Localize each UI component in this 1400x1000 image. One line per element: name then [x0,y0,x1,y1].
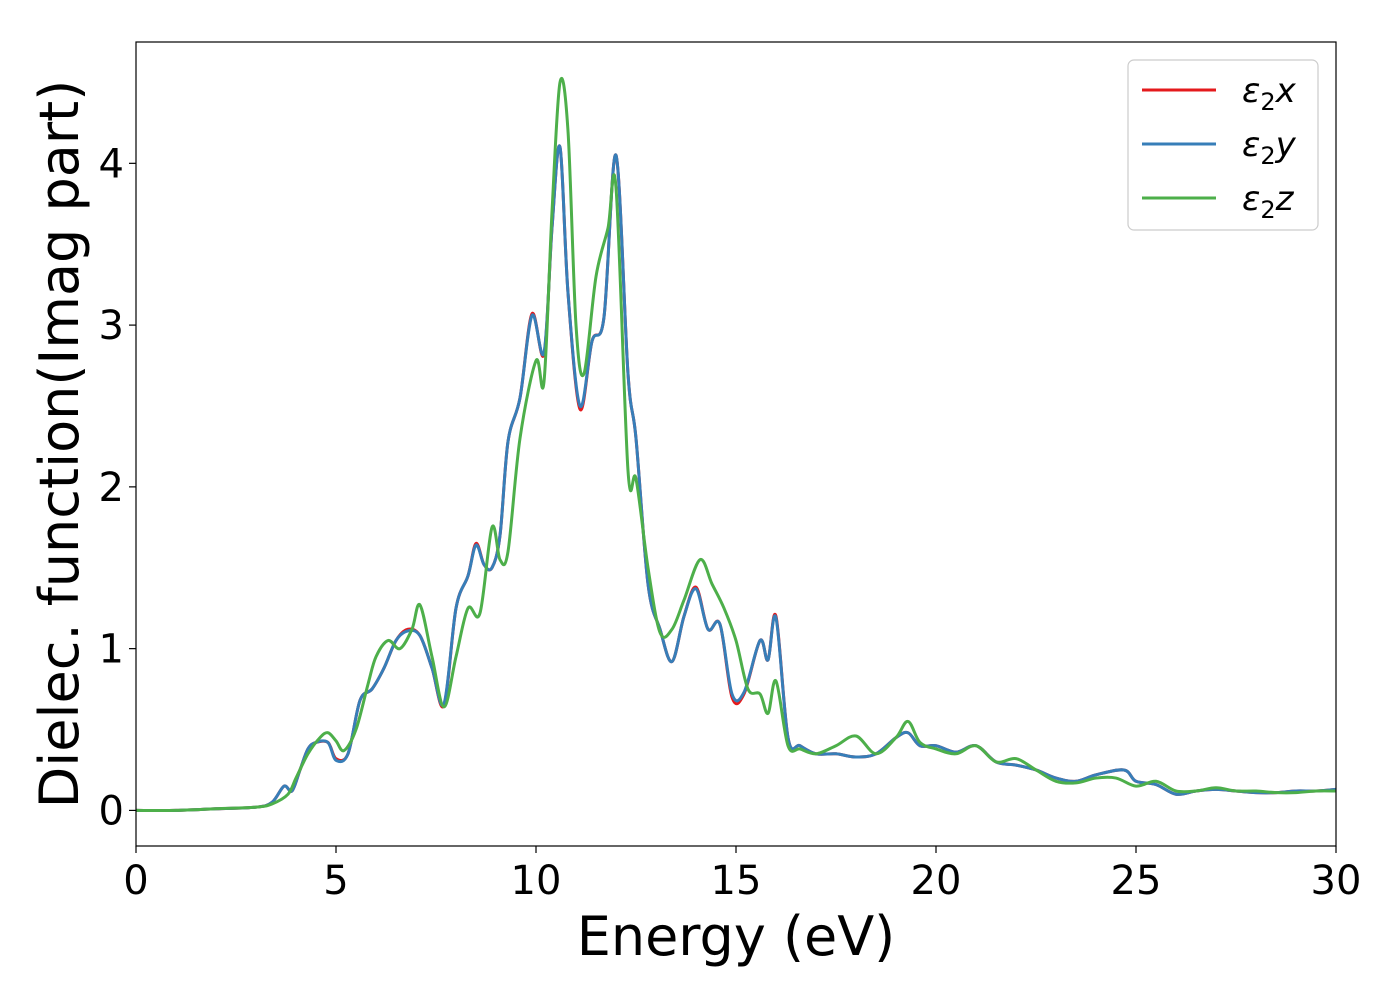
legend-label-z: ε2z [1242,179,1295,224]
x-tick-label: 10 [511,858,562,904]
series-line-y [136,144,1336,813]
y-axis-label: Dielec. function(Imag part) [28,80,91,809]
legend-label-x: ε2x [1242,71,1297,116]
x-tick-label: 25 [1111,858,1162,904]
x-tick-label: 20 [911,858,962,904]
series-line-x [136,144,1336,813]
y-tick-label: 3 [99,303,124,349]
legend-label-y: ε2y [1242,125,1297,170]
legend: ε2x ε2y ε2z [1127,59,1319,231]
y-tick-label: 4 [99,141,124,187]
y-tick-label: 0 [99,788,124,834]
series-layer [136,76,1336,813]
legend-box [1127,59,1319,231]
series-line-z [136,76,1336,813]
ticks-layer: 0 5 10 15 20 25 30 0 1 2 3 4 [99,141,1362,904]
y-tick-label: 2 [99,465,124,511]
x-axis-label: Energy (eV) [577,905,896,968]
x-tick-label: 0 [123,858,148,904]
x-tick-label: 15 [711,858,762,904]
x-tick-label: 30 [1311,858,1362,904]
x-tick-label: 5 [323,858,348,904]
y-tick-label: 1 [99,627,124,673]
